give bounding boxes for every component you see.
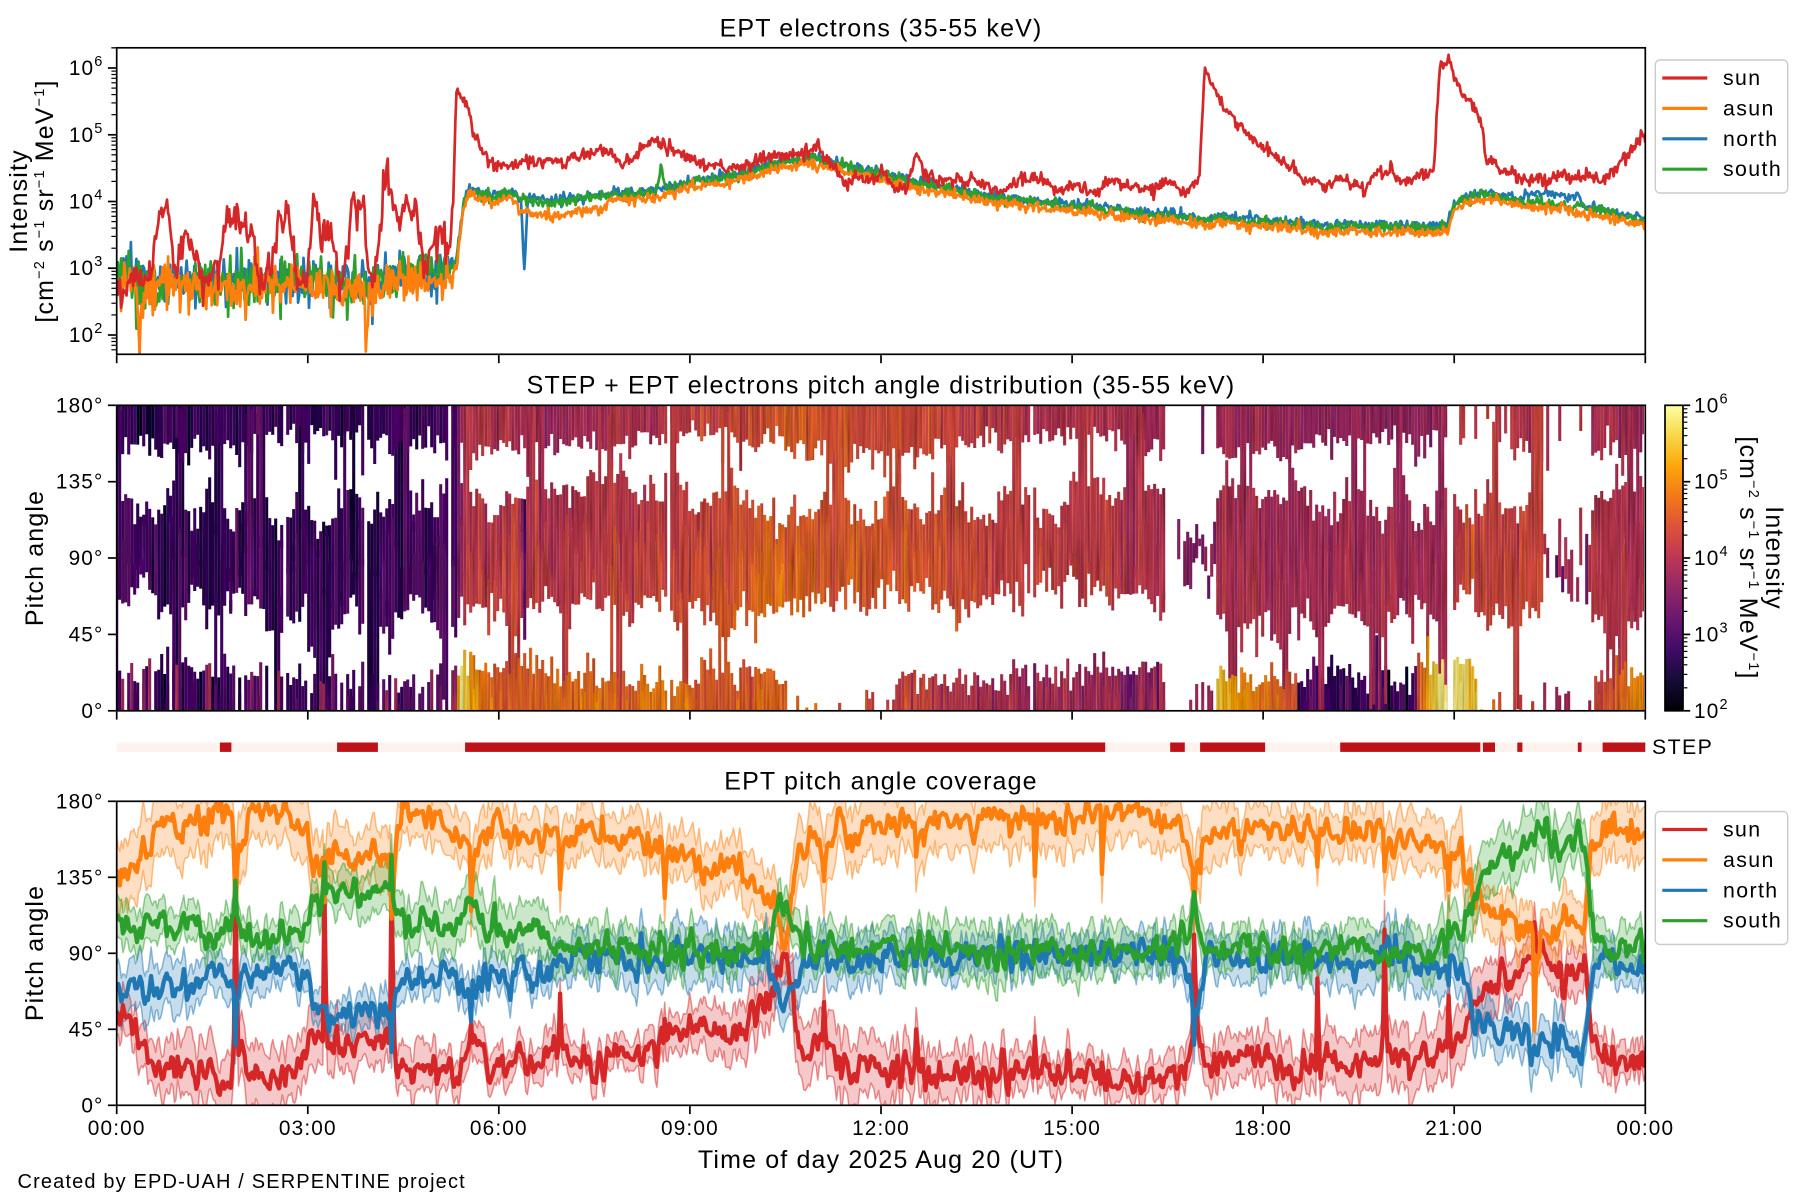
svg-text:180°: 180°: [56, 394, 104, 417]
svg-text:00:00: 00:00: [1616, 1117, 1674, 1140]
svg-text:0°: 0°: [81, 1094, 103, 1117]
svg-text:north: north: [1723, 878, 1779, 902]
svg-text:EPT electrons (35-55 keV): EPT electrons (35-55 keV): [720, 15, 1043, 43]
svg-text:Intensity: Intensity: [5, 149, 33, 252]
svg-text:135°: 135°: [56, 471, 104, 494]
svg-text:90°: 90°: [69, 547, 104, 570]
svg-text:21:00: 21:00: [1425, 1117, 1483, 1140]
svg-text:sun: sun: [1723, 66, 1762, 90]
svg-text:135°: 135°: [56, 866, 104, 889]
svg-text:90°: 90°: [69, 942, 104, 965]
svg-text:EPT pitch angle coverage: EPT pitch angle coverage: [724, 768, 1037, 796]
svg-text:asun: asun: [1723, 96, 1775, 120]
svg-text:Pitch angle: Pitch angle: [21, 885, 49, 1021]
svg-text:106: 106: [1694, 391, 1729, 417]
svg-text:18:00: 18:00: [1234, 1117, 1292, 1140]
svg-text:03:00: 03:00: [279, 1117, 337, 1140]
svg-text:45°: 45°: [69, 1018, 104, 1041]
svg-text:STEP + EPT electrons pitch ang: STEP + EPT electrons pitch angle distrib…: [527, 372, 1236, 400]
svg-text:15:00: 15:00: [1043, 1117, 1101, 1140]
svg-text:45°: 45°: [69, 623, 104, 646]
svg-text:north: north: [1723, 127, 1779, 151]
svg-text:asun: asun: [1723, 848, 1775, 872]
svg-text:Created by EPD-UAH / SERPENTIN: Created by EPD-UAH / SERPENTINE project: [18, 1171, 466, 1193]
svg-text:[cm−2 s−1 sr−1 MeV−1]: [cm−2 s−1 sr−1 MeV−1]: [31, 79, 59, 322]
svg-text:09:00: 09:00: [661, 1117, 719, 1140]
svg-text:06:00: 06:00: [470, 1117, 528, 1140]
svg-text:Time of day 2025 Aug 20 (UT): Time of day 2025 Aug 20 (UT): [698, 1146, 1064, 1174]
svg-text:Intensity: Intensity: [1760, 506, 1788, 609]
svg-text:south: south: [1723, 909, 1782, 933]
svg-text:0°: 0°: [81, 700, 103, 723]
svg-text:00:00: 00:00: [88, 1117, 146, 1140]
svg-text:12:00: 12:00: [852, 1117, 910, 1140]
svg-text:Pitch angle: Pitch angle: [21, 490, 49, 626]
svg-text:sun: sun: [1723, 818, 1762, 842]
svg-text:STEP: STEP: [1652, 735, 1713, 759]
svg-text:south: south: [1723, 157, 1782, 181]
svg-text:180°: 180°: [56, 790, 104, 813]
svg-text:[cm−2 s−1 sr−1 MeV−1]: [cm−2 s−1 sr−1 MeV−1]: [1734, 436, 1762, 679]
